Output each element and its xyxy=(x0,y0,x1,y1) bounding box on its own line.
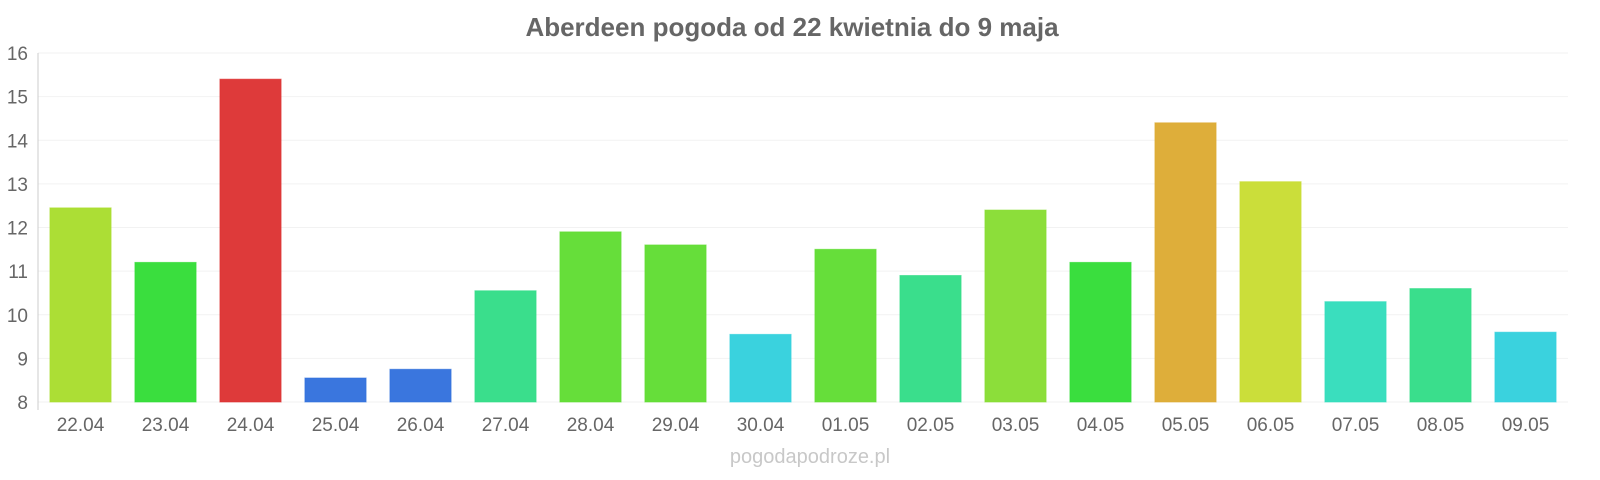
x-tick-label: 29.04 xyxy=(652,415,700,436)
x-tick-label: 08.05 xyxy=(1417,415,1465,436)
bar-30.04 xyxy=(729,333,792,403)
x-tick-label: 23.04 xyxy=(142,415,190,436)
bar-23.04 xyxy=(134,261,197,403)
bar-26.04 xyxy=(389,368,452,403)
bar-27.04 xyxy=(474,290,537,403)
x-tick-label: 26.04 xyxy=(397,415,445,436)
x-tick-label: 04.05 xyxy=(1077,415,1125,436)
y-tick-label: 11 xyxy=(8,262,28,283)
bar-06.05 xyxy=(1239,181,1302,403)
x-tick-label: 27.04 xyxy=(482,415,530,436)
bar-09.05 xyxy=(1494,331,1557,403)
bar-01.05 xyxy=(814,248,877,403)
x-tick-label: 28.04 xyxy=(567,415,615,436)
chart-title: Aberdeen pogoda od 22 kwietnia do 9 maja xyxy=(525,12,1059,42)
bar-03.05 xyxy=(984,209,1047,403)
bar-28.04 xyxy=(559,231,622,403)
watermark: pogodapodroze.pl xyxy=(730,446,890,468)
bar-05.05 xyxy=(1154,122,1217,403)
x-tick-label: 03.05 xyxy=(992,415,1040,436)
bar-07.05 xyxy=(1324,301,1387,403)
bar-22.04 xyxy=(49,207,112,403)
y-tick-label: 13 xyxy=(7,175,28,196)
bar-24.04 xyxy=(219,78,282,403)
x-tick-label: 30.04 xyxy=(737,415,785,436)
x-tick-label: 01.05 xyxy=(822,415,870,436)
x-tick-label: 02.05 xyxy=(907,415,955,436)
bar-02.05 xyxy=(899,274,962,403)
y-tick-label: 8 xyxy=(17,393,28,414)
bar-25.04 xyxy=(304,377,367,403)
x-tick-label: 25.04 xyxy=(312,415,360,436)
gridlines xyxy=(38,52,1568,403)
x-tick-label: 05.05 xyxy=(1162,415,1210,436)
x-tick-label: 07.05 xyxy=(1332,415,1380,436)
x-tick-label: 06.05 xyxy=(1247,415,1295,436)
x-tick-label: 09.05 xyxy=(1502,415,1550,436)
bar-08.05 xyxy=(1409,288,1472,403)
y-axis-ticks: 8 9 10 11 12 13 14 15 16 xyxy=(7,44,29,414)
y-tick-label: 14 xyxy=(7,131,29,152)
y-tick-label: 10 xyxy=(7,306,28,327)
bars xyxy=(49,78,1557,403)
x-tick-label: 22.04 xyxy=(57,415,105,436)
x-axis-ticks: 22.04 23.04 24.04 25.04 26.04 27.04 28.04 29.04… xyxy=(57,415,1550,436)
y-tick-label: 12 xyxy=(7,219,28,240)
y-tick-label: 15 xyxy=(7,88,28,109)
x-tick-label: 24.04 xyxy=(227,415,275,436)
bar-29.04 xyxy=(644,244,707,403)
y-tick-label: 16 xyxy=(7,44,28,65)
bar-04.05 xyxy=(1069,261,1132,403)
y-tick-label: 9 xyxy=(17,349,28,370)
